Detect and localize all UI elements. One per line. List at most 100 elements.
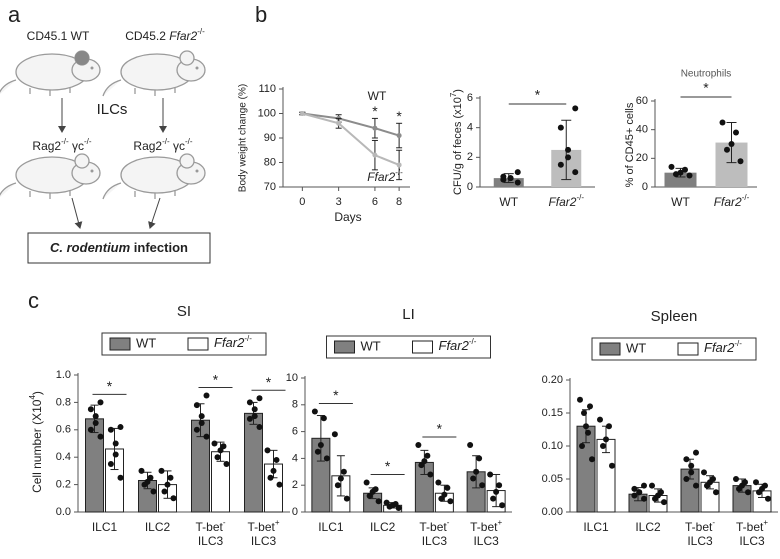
x-tick-label: ILC2 (635, 520, 661, 534)
series-label: Ffar2-/- (367, 168, 403, 184)
data-point (476, 455, 483, 462)
recipient-mouse (102, 153, 206, 200)
data-point (198, 419, 205, 426)
legend-swatch (599, 342, 621, 356)
y-tick-label: 2 (467, 151, 473, 163)
data-point (334, 482, 341, 489)
panel-label: a (8, 2, 21, 27)
data-point (661, 499, 667, 506)
y-tick-label: 60 (636, 95, 648, 107)
data-point (117, 474, 124, 481)
data-point (713, 489, 719, 496)
data-point (597, 416, 603, 423)
x-tick-label: ILC2 (145, 520, 171, 534)
x-axis-label: Days (334, 210, 361, 224)
data-point (246, 415, 253, 422)
data-point (606, 423, 612, 430)
data-point (470, 475, 477, 482)
data-point (112, 451, 119, 458)
data-point (693, 449, 699, 456)
data-point (107, 461, 114, 468)
x-tick-label: T-bet-ILC3 (685, 518, 715, 548)
data-point (565, 146, 572, 153)
data-point (688, 469, 695, 476)
significance: * (372, 103, 378, 119)
panel-label: c (28, 288, 39, 313)
y-tick-label: 100 (258, 107, 276, 119)
data-point (92, 413, 99, 420)
data-point (737, 158, 744, 165)
data-point (117, 424, 124, 431)
data-point (467, 442, 474, 448)
y-tick-label: 6 (292, 426, 298, 438)
data-point (589, 456, 595, 463)
data-point (493, 488, 500, 495)
data-point (490, 495, 497, 502)
legend-swatch (677, 342, 699, 356)
x-tick-label: T-bet+ ILC3 (470, 518, 502, 548)
significance: * (107, 378, 113, 394)
data-point (649, 482, 655, 489)
data-point (565, 154, 572, 161)
line-marker (372, 125, 378, 131)
data-point (97, 399, 104, 406)
y-tick-label: 0 (642, 181, 648, 193)
x-tick-label: T-bet+ ILC3 (736, 518, 768, 548)
significance: * (437, 421, 443, 437)
legend-label: WT (626, 340, 646, 355)
data-point (343, 495, 350, 502)
chart-title: LI (402, 306, 415, 323)
data-point (473, 468, 480, 475)
data-point (164, 481, 171, 488)
data-point (372, 486, 379, 493)
line-marker (372, 152, 378, 158)
data-point (441, 491, 448, 498)
data-point (677, 169, 684, 176)
data-point (147, 474, 154, 481)
legend-box (326, 335, 491, 359)
data-point (97, 433, 104, 440)
data-point (658, 489, 664, 496)
data-point (167, 474, 174, 481)
data-point (317, 442, 324, 448)
data-point (631, 485, 638, 492)
data-point (557, 124, 564, 131)
y-tick-label: 1.0 (56, 369, 71, 381)
data-point (673, 171, 679, 178)
data-point (765, 495, 771, 502)
recipient-label: Rag2-/- γc-/- (133, 137, 192, 153)
data-point (500, 173, 507, 180)
data-point (331, 431, 338, 438)
y-axis-label: Cell number (X104) (28, 391, 44, 493)
significance: * (333, 387, 339, 403)
x-tick-label: Ffar2-/- (714, 193, 750, 209)
x-tick-label: Ffar2-/- (548, 193, 584, 209)
arrow (148, 197, 161, 229)
data-point (320, 415, 327, 422)
data-point (514, 169, 521, 176)
y-tick-label: 0 (467, 181, 473, 193)
legend-label: Ffar2-/- (214, 334, 252, 350)
data-point (203, 433, 210, 440)
line-marker (396, 162, 402, 168)
y-tick-label: 90 (264, 132, 276, 144)
y-axis-label: Body weight change (%) (238, 84, 249, 192)
data-point (246, 399, 253, 406)
data-point (392, 500, 399, 507)
data-point (311, 408, 318, 415)
data-point (375, 498, 382, 505)
data-point (710, 476, 716, 482)
y-tick-label: 0.00 (542, 506, 563, 518)
data-point (415, 442, 422, 448)
data-point (479, 482, 486, 489)
legend-label: Ffar2-/- (439, 337, 477, 353)
y-tick-label: 2 (292, 479, 298, 491)
panel-label: b (255, 2, 267, 27)
data-point (193, 402, 200, 409)
data-point (631, 492, 638, 499)
data-point (444, 484, 451, 491)
legend-swatch (334, 340, 355, 354)
data-point (251, 406, 258, 413)
data-point (107, 426, 114, 433)
data-point (161, 488, 168, 495)
